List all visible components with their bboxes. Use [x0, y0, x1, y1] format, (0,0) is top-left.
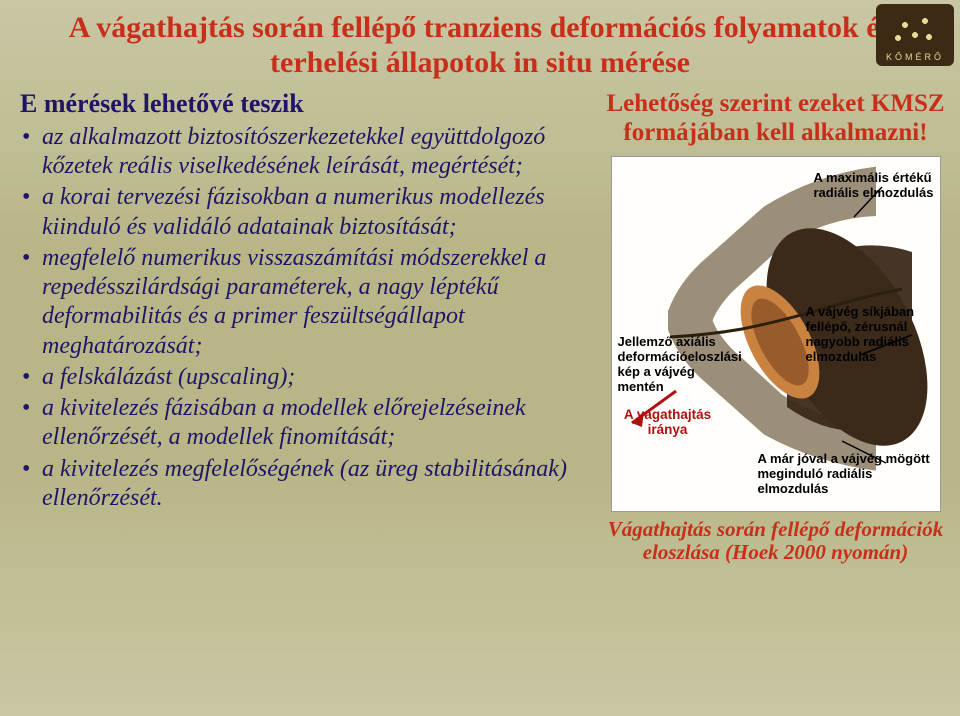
list-heading: E mérések lehetővé teszik [20, 89, 595, 119]
diagram-label-max: A maximális értékű radiális elmozdulás [814, 171, 934, 201]
list-item: a korai tervezési fázisokban a numerikus… [20, 183, 595, 242]
deformation-diagram: Jellemző axiális deformációeloszlási kép… [611, 156, 941, 512]
callout-text: Lehetőség szerint ezeket KMSZ formájában… [603, 89, 948, 148]
logo-badge: KŐMÉRŐ [876, 4, 954, 66]
bullet-list: az alkalmazott biztosítószerkezetekkel e… [20, 123, 595, 513]
list-item: a felskálázást (upscaling); [20, 363, 595, 392]
diagram-direction-label: A vágathajtás iránya [618, 407, 718, 438]
left-column: E mérések lehetővé teszik az alkalmazott… [20, 89, 595, 564]
list-item: megfelelő numerikus visszaszámítási móds… [20, 244, 595, 361]
diagram-label-face: A vájvég síkjában fellépő, zérusnál nagy… [806, 305, 934, 365]
slide-title: A vágathajtás során fellépő tranziens de… [0, 0, 960, 89]
diagram-label-axial: Jellemző axiális deformációeloszlási kép… [618, 335, 728, 395]
diagram-caption: Vágathajtás során fellépő deformációk el… [603, 518, 948, 564]
right-column: Lehetőség szerint ezeket KMSZ formájában… [603, 89, 948, 564]
list-item: a kivitelezés megfelelőségének (az üreg … [20, 455, 595, 514]
list-item: az alkalmazott biztosítószerkezetekkel e… [20, 123, 595, 182]
diagram-label-behind: A már jóval a vájvég mögött meginduló ra… [758, 452, 934, 497]
content-row: E mérések lehetővé teszik az alkalmazott… [0, 89, 960, 574]
list-item: a kivitelezés fázisában a modellek előre… [20, 394, 595, 453]
